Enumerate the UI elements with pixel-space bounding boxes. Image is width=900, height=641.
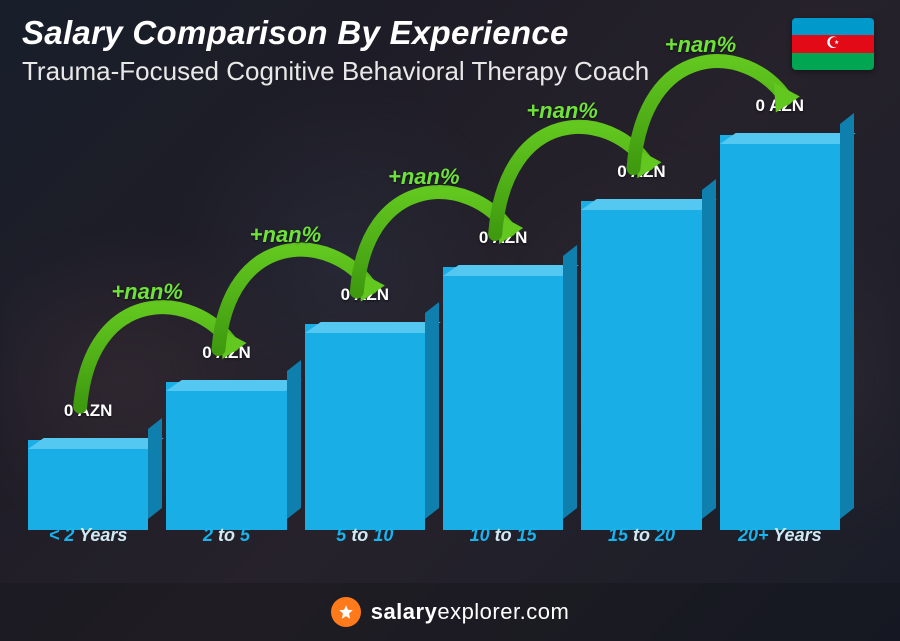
x-axis-label: 10 to 15 <box>443 525 563 555</box>
flag-stripe-bot <box>792 53 874 70</box>
bar-value-label: 0 AZN <box>64 401 113 421</box>
bar-top-face <box>581 199 717 210</box>
bar-front-face <box>581 201 701 530</box>
bar-value-label: 0 AZN <box>756 96 805 116</box>
x-axis-label: 5 to 10 <box>305 525 425 555</box>
flag-emblem-icon: ☪ <box>826 36 840 52</box>
country-flag-azerbaijan: ☪ <box>792 18 874 70</box>
salaryexplorer-logo-icon <box>331 597 361 627</box>
bar-column: 0 AZN <box>305 285 425 519</box>
x-axis-label: 2 to 5 <box>166 525 286 555</box>
bar-group: 0 AZN0 AZN0 AZN0 AZN0 AZN0 AZN <box>28 108 840 519</box>
flag-stripe-mid: ☪ <box>792 35 874 52</box>
bar-column: 0 AZN <box>720 96 840 519</box>
bar <box>28 429 148 519</box>
x-axis-label: 15 to 20 <box>581 525 701 555</box>
bar-front-face <box>166 382 286 530</box>
chart-title: Salary Comparison By Experience <box>22 14 569 52</box>
bar <box>305 313 425 519</box>
bar-column: 0 AZN <box>166 343 286 519</box>
chart-subtitle: Trauma-Focused Cognitive Behavioral Ther… <box>22 56 649 87</box>
bar-chart: 0 AZN0 AZN0 AZN0 AZN0 AZN0 AZN < 2 Years… <box>28 108 840 549</box>
bar-top-face <box>305 322 441 333</box>
x-axis-label: 20+ Years <box>720 525 840 555</box>
bar-top-face <box>443 265 579 276</box>
bar-side-face <box>287 360 301 519</box>
bar-side-face <box>840 113 854 519</box>
footer-brand-bold: salary <box>371 599 438 624</box>
footer-brand: salaryexplorer.com <box>371 599 570 625</box>
bar-column: 0 AZN <box>28 401 148 519</box>
bar-value-label: 0 AZN <box>479 228 528 248</box>
flag-stripe-top <box>792 18 874 35</box>
footer: salaryexplorer.com <box>0 583 900 641</box>
bar-side-face <box>563 245 577 519</box>
bar <box>166 371 286 519</box>
bar-front-face <box>305 324 425 530</box>
bar-column: 0 AZN <box>581 162 701 519</box>
x-axis-label: < 2 Years <box>28 525 148 555</box>
infographic-canvas: Salary Comparison By Experience Trauma-F… <box>0 0 900 641</box>
bar-front-face <box>720 135 840 530</box>
bar-side-face <box>148 418 162 519</box>
bar-front-face <box>443 267 563 530</box>
bar-column: 0 AZN <box>443 228 563 519</box>
bar-side-face <box>702 179 716 519</box>
bar-front-face <box>28 440 148 530</box>
bar <box>720 124 840 519</box>
bar-value-label: 0 AZN <box>341 285 390 305</box>
bar-top-face <box>166 380 302 391</box>
growth-pct-label: +nan% <box>665 32 737 58</box>
bar-top-face <box>28 438 164 449</box>
footer-brand-rest: explorer.com <box>437 599 569 624</box>
bar-side-face <box>425 302 439 519</box>
bar-top-face <box>720 133 856 144</box>
x-axis-labels: < 2 Years 2 to 5 5 to 10 10 to 15 15 to 20 20… <box>28 525 840 555</box>
bar <box>581 190 701 519</box>
bar <box>443 256 563 519</box>
bar-value-label: 0 AZN <box>202 343 251 363</box>
bar-value-label: 0 AZN <box>617 162 666 182</box>
